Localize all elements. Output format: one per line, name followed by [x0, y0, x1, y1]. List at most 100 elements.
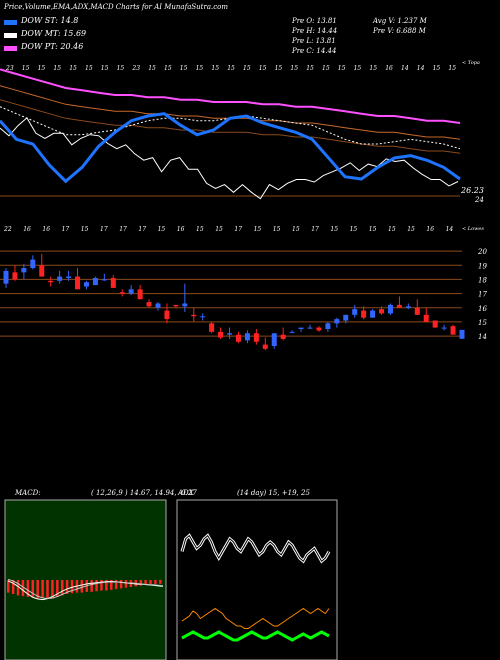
panel2-date-tick: 17	[138, 226, 146, 233]
series-st-line	[0, 112, 461, 184]
panel2-date-tick: 14	[446, 226, 454, 233]
macd-hist-bar	[26, 580, 30, 597]
candle-body	[316, 327, 322, 331]
panel1-date-tick: 15	[211, 65, 219, 72]
macd-hist-bar	[46, 580, 49, 599]
panel2-date-tick: 15	[158, 226, 166, 233]
legend-swatch-st	[4, 20, 17, 25]
candle-body	[155, 303, 161, 308]
candle-body	[191, 314, 197, 317]
macd-hist-bar	[95, 580, 98, 592]
candle-body	[441, 327, 447, 329]
panel2-date-tick: 16	[177, 226, 185, 233]
candle-body	[414, 307, 420, 315]
adx-line-inner	[181, 534, 330, 562]
panel1-date-tick: 15	[243, 65, 251, 72]
candle-body	[110, 278, 116, 288]
candle-body	[405, 306, 411, 308]
macd-hist-bar	[80, 580, 84, 593]
panel1-date-tick: 15	[433, 65, 441, 72]
panel2-date-tick: 15	[273, 226, 281, 233]
candle-body	[244, 333, 250, 341]
panel2-date-tick: 15	[369, 226, 377, 233]
panel2-date-tick: 17	[119, 226, 127, 233]
candle-body	[253, 333, 259, 342]
macd-hist-bar	[65, 580, 69, 594]
panel1-date-tick: 15	[322, 65, 330, 72]
macd-label: MACD:	[15, 489, 41, 497]
panel1-date-tick: 15	[69, 65, 77, 72]
candle-body	[12, 272, 18, 280]
candle-body	[343, 314, 349, 321]
macd-hist-bar	[51, 580, 54, 598]
panel1-date-tick: 15	[117, 65, 125, 72]
panel1-date-tick: 23	[131, 65, 140, 72]
candle-body	[92, 278, 98, 286]
candle-body	[370, 310, 376, 318]
adx-label: ADX	[178, 489, 194, 497]
candle-body	[173, 304, 179, 307]
macd-hist-bar	[16, 580, 20, 596]
candle-body	[83, 282, 89, 287]
candle-body	[137, 289, 143, 300]
panel1-date-tick: 15	[38, 65, 46, 72]
price-tick-label: 20	[477, 248, 487, 256]
ema-long-line-1	[0, 85, 461, 140]
panel2-date-tick: 17	[62, 226, 70, 233]
candle-body	[3, 270, 9, 284]
stat-high: Pre H: 14.44	[292, 27, 338, 35]
macd-hist-bar	[139, 580, 142, 586]
candle-body	[459, 329, 465, 339]
price-tick-label: 18	[478, 276, 487, 284]
macd-hist-bar	[124, 580, 128, 588]
panel2-date-tick: 15	[254, 226, 262, 233]
candle-body	[235, 334, 241, 342]
macd-hist-bar	[105, 580, 108, 591]
macd-values: ( 12,26,9 ) 14.67, 14.94, -0.27	[91, 489, 197, 497]
panel1-date-tick: 16	[385, 65, 393, 72]
macd-hist-bar	[149, 580, 152, 585]
price-tick-label: 19	[478, 262, 487, 270]
panel1-date-tick: 15	[306, 65, 314, 72]
candle-body	[289, 331, 295, 333]
series-pt-line	[0, 68, 461, 124]
macd-line	[7, 580, 164, 601]
candle-body	[432, 320, 438, 328]
panel1-date-tick: 15	[354, 65, 362, 72]
macd-hist-bar	[31, 580, 35, 598]
legend-swatch-pt	[4, 46, 17, 51]
legend-mt-label: DOW MT: 15.69	[21, 29, 87, 38]
candle-body	[396, 304, 402, 308]
panel1-date-tick: 15	[338, 65, 346, 72]
page-title: Price,Volume,EMA,ADX,MACD Charts for AI …	[4, 3, 229, 11]
macd-hist-bar	[100, 580, 103, 591]
panel2-date-tick: 15	[196, 226, 204, 233]
panel1-price-label-top: 26.23	[461, 186, 484, 195]
stat-open: Pre O: 13.81	[292, 17, 337, 25]
panel1-date-tick: 15	[448, 65, 456, 72]
candle-body	[271, 333, 277, 346]
macd-hist-bar	[36, 580, 39, 599]
candle-body	[200, 316, 206, 318]
panel1-date-tick: 15	[22, 65, 30, 72]
panel1-date-tick: 15	[101, 65, 109, 72]
adx-di-plus-line	[181, 630, 330, 642]
candle-body	[387, 304, 393, 314]
candle-body	[280, 334, 286, 339]
panel2-date-tick: 15	[330, 226, 338, 233]
price-tick-label: 15	[478, 319, 487, 327]
panel2-date-tick: 16	[42, 226, 50, 233]
candle-body	[307, 327, 313, 329]
panel2-date-tick: 17	[234, 226, 242, 233]
panel1-corner-label: < Topa	[462, 60, 480, 66]
panel1-date-tick: 15	[369, 65, 377, 72]
candle-body	[334, 319, 340, 324]
stat-close: Pre C: 14.44	[292, 47, 337, 55]
candle-body	[379, 309, 385, 314]
macd-hist-bar	[110, 580, 113, 590]
panel2-date-tick: 15	[350, 226, 358, 233]
macd-hist-bar	[7, 580, 10, 593]
panel1-date-tick: 15	[164, 65, 172, 72]
candle-body	[182, 303, 188, 307]
